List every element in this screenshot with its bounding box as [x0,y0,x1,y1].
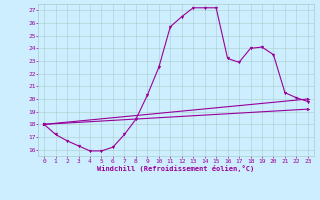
X-axis label: Windchill (Refroidissement éolien,°C): Windchill (Refroidissement éolien,°C) [97,165,255,172]
